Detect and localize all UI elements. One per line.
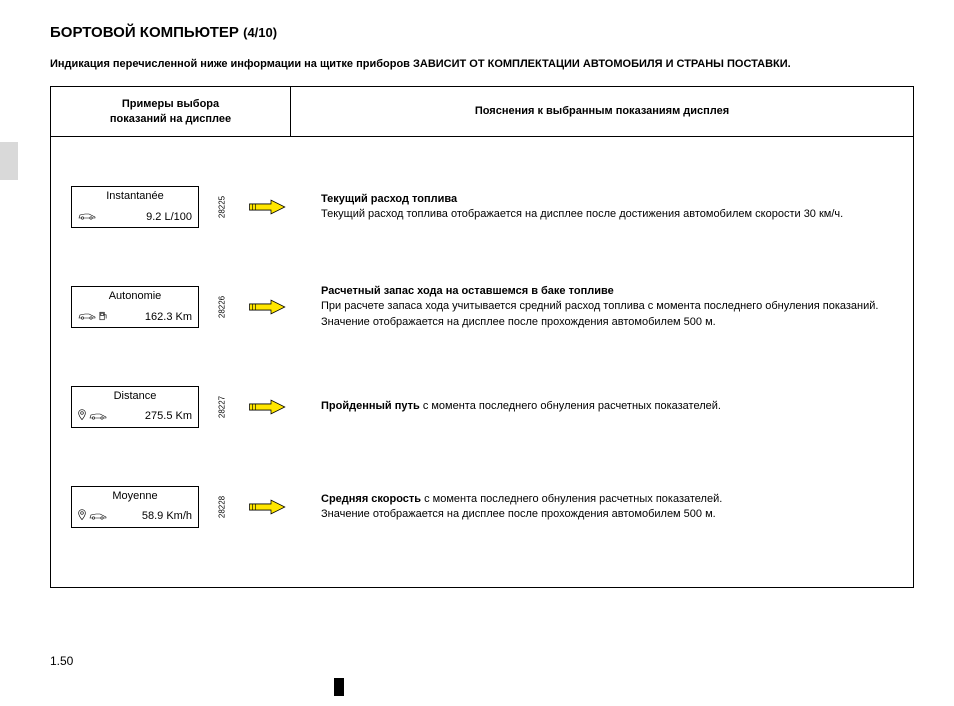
- display-icons: [78, 509, 107, 524]
- title-main: БОРТОВОЙ КОМПЬЮТЕР: [50, 24, 243, 41]
- arrow-icon: [221, 397, 321, 417]
- display-example: Autonomie 162.3 Km28226: [71, 286, 221, 328]
- display-value: 58.9 Km/h: [142, 510, 192, 522]
- arrow-icon: [221, 297, 321, 317]
- header-left-line1: Примеры выбора: [122, 98, 219, 110]
- display-box: Instantanée 9.2 L/100: [71, 186, 199, 228]
- arrow-icon: [221, 197, 321, 217]
- display-value: 162.3 Km: [145, 311, 192, 323]
- description: Пройденный путь с момента последнего обн…: [321, 399, 893, 414]
- table-row: Moyenne 58.9 Km/h28228Средняя скорость с…: [51, 457, 913, 557]
- reference-number: 28225: [217, 196, 226, 218]
- title-page-num: (4/10): [243, 25, 277, 40]
- subtitle: Индикация перечисленной ниже информации …: [50, 57, 914, 72]
- desc-title: Пройденный путь: [321, 400, 423, 412]
- main-table: Примеры выбора показаний на дисплее Пояс…: [50, 86, 914, 588]
- display-example: Distance 275.5 Km28227: [71, 386, 221, 428]
- display-value-row: 275.5 Km: [78, 409, 192, 424]
- header-right: Пояснения к выбранным показаниям дисплея: [291, 87, 913, 136]
- arrow-icon: [221, 497, 321, 517]
- table-row: Autonomie 162.3 Km28226Расчетный запас х…: [51, 257, 913, 357]
- display-icons: [78, 211, 96, 224]
- header-left: Примеры выбора показаний на дисплее: [51, 87, 291, 136]
- display-value-row: 9.2 L/100: [78, 211, 192, 224]
- display-value: 275.5 Km: [145, 410, 192, 422]
- subtitle-lead: Индикация перечисленной ниже информации …: [50, 58, 413, 70]
- table-header: Примеры выбора показаний на дисплее Пояс…: [51, 87, 913, 137]
- desc-title: Средняя скорость: [321, 493, 424, 505]
- table-row: Instantanée 9.2 L/100 28225 Текущий расход …: [51, 157, 913, 257]
- page-content: БОРТОВОЙ КОМПЬЮТЕР (4/10) Индикация пере…: [0, 0, 954, 588]
- desc-title: Текущий расход топлива: [321, 193, 457, 205]
- table-row: Distance 275.5 Km28227Пройденный путь с …: [51, 357, 913, 457]
- display-icons: [78, 409, 107, 424]
- description: Расчетный запас хода на оставшемся в бак…: [321, 284, 893, 330]
- display-box: Autonomie 162.3 Km: [71, 286, 199, 328]
- display-label: Moyenne: [78, 490, 192, 502]
- reference-number: 28226: [217, 296, 226, 318]
- crop-mark: [334, 678, 344, 696]
- display-example: Instantanée9.2 L/10028225: [71, 186, 221, 228]
- display-box: Distance 275.5 Km: [71, 386, 199, 428]
- page-number: 1.50: [50, 654, 73, 668]
- reference-number: 28228: [217, 496, 226, 518]
- display-icons: [78, 311, 107, 324]
- header-left-line2: показаний на дисплее: [110, 113, 231, 125]
- desc-body-2: Значение отображается на дисплее после п…: [321, 507, 887, 522]
- display-label: Instantanée: [78, 190, 192, 202]
- bleed-tab: [0, 142, 18, 180]
- display-label: Autonomie: [78, 290, 192, 302]
- display-box: Moyenne 58.9 Km/h: [71, 486, 199, 528]
- description: Текущий расход топлива Текущий расход топ…: [321, 192, 893, 223]
- display-value: 9.2 L/100: [146, 211, 192, 223]
- display-label: Distance: [78, 390, 192, 402]
- display-value-row: 58.9 Km/h: [78, 509, 192, 524]
- subtitle-emph: ЗАВИСИТ ОТ КОМПЛЕКТАЦИИ АВТОМОБИЛЯ И СТР…: [413, 58, 791, 70]
- desc-body: с момента последнего обнуления расчетных…: [424, 493, 722, 505]
- display-value-row: 162.3 Km: [78, 311, 192, 324]
- reference-number: 28227: [217, 396, 226, 418]
- display-example: Moyenne 58.9 Km/h28228: [71, 486, 221, 528]
- table-body: Instantanée 9.2 L/100 28225 Текущий расход …: [51, 137, 913, 587]
- page-title: БОРТОВОЙ КОМПЬЮТЕР (4/10): [50, 24, 914, 41]
- desc-body: Текущий расход топлива отображается на д…: [321, 207, 887, 222]
- desc-title: Расчетный запас хода на оставшемся в бак…: [321, 285, 614, 297]
- desc-body: При расчете запаса хода учитывается сред…: [321, 299, 887, 330]
- description: Средняя скорость с момента последнего об…: [321, 492, 893, 523]
- desc-body: с момента последнего обнуления расчетных…: [423, 400, 721, 412]
